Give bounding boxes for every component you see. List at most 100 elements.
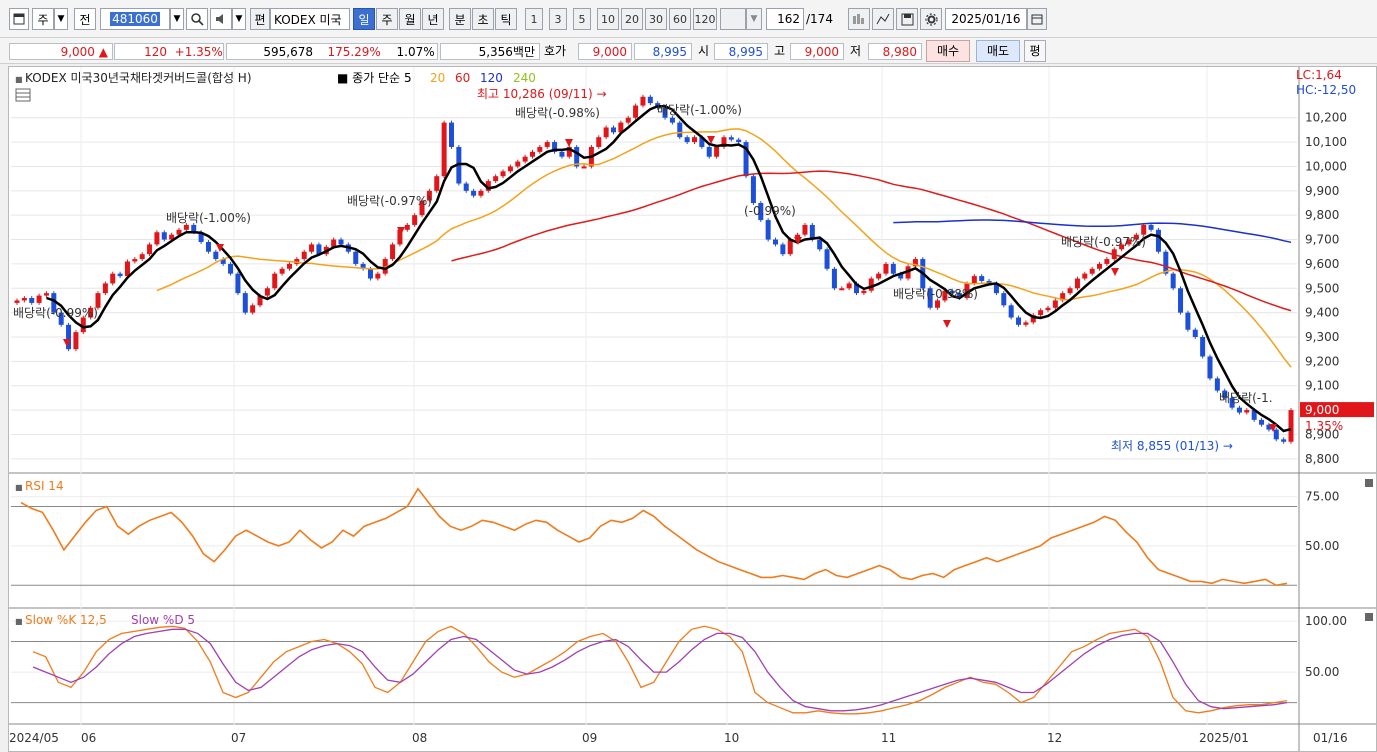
stoch-tick-label: 100.00 — [1305, 614, 1347, 628]
flat-button[interactable]: 평 — [1024, 40, 1046, 62]
period-month[interactable]: 월 — [399, 8, 421, 30]
price-tick-label: 9,700 — [1305, 233, 1339, 247]
candle-body — [610, 127, 616, 133]
interval-custom-input[interactable] — [720, 8, 746, 30]
calendar-icon[interactable] — [1027, 8, 1047, 30]
candle-body — [979, 276, 985, 281]
candle-body — [1222, 390, 1228, 398]
interval-3[interactable]: 3 — [549, 8, 567, 30]
candle-body — [927, 288, 933, 308]
candle-body — [390, 244, 396, 260]
candle-body — [80, 317, 86, 333]
volume-ratio: 175.29% — [327, 45, 381, 59]
window-icon[interactable] — [9, 8, 29, 30]
candle-body — [1052, 300, 1058, 308]
market-dropdown-icon[interactable]: ▼ — [54, 8, 68, 30]
candle-body — [1288, 410, 1294, 442]
buy-button[interactable]: 매수 — [926, 40, 970, 62]
chart-area[interactable]: 8,800 8,900 9,000 9,100 9,200 9,300 9,400 9,500… — [8, 66, 1377, 752]
interval-dropdown-icon[interactable]: ▼ — [746, 8, 762, 30]
code-input[interactable]: 481060 — [100, 8, 170, 30]
candle-body — [669, 117, 675, 123]
open-price: 8,995 — [714, 43, 768, 60]
candle-body — [220, 259, 226, 264]
candle-body — [139, 254, 145, 260]
candle-body — [338, 239, 344, 245]
asset-type-select[interactable]: 전 — [74, 8, 96, 30]
pin-icon[interactable] — [848, 8, 870, 30]
period-week[interactable]: 주 — [376, 8, 398, 30]
ma-period-legend: 240 — [513, 71, 536, 85]
period-minute[interactable]: 분 — [449, 8, 471, 30]
candle-body — [286, 263, 292, 269]
candle-body — [728, 137, 734, 140]
dividend-label: 배당락(-1.00%) — [657, 103, 742, 117]
dividend-arrow-icon — [943, 320, 951, 328]
x-axis-label: 10 — [724, 731, 739, 745]
chart-title: KODEX 미국30년국채타겟커버드콜(합성 H) — [25, 71, 252, 85]
interval-10[interactable]: 10 — [597, 8, 619, 30]
price-tick-label: 9,200 — [1305, 354, 1339, 368]
candle-body — [1207, 356, 1213, 379]
candle-body — [1200, 337, 1206, 357]
candle-body — [1185, 312, 1191, 330]
speaker-icon[interactable] — [210, 8, 232, 30]
candle-body — [1251, 410, 1257, 420]
candle-body — [559, 151, 565, 157]
rsi-label: RSI 14 — [25, 479, 64, 493]
period-tick[interactable]: 틱 — [495, 8, 517, 30]
candle-body — [375, 273, 381, 279]
candle-body — [58, 312, 64, 325]
candle-body — [684, 137, 690, 143]
period-year[interactable]: 년 — [422, 8, 444, 30]
drawing-tool-icon[interactable] — [872, 8, 894, 30]
candle-body — [692, 137, 698, 143]
candle-body — [88, 307, 94, 318]
candle-body — [625, 117, 631, 123]
candle-body — [935, 300, 941, 308]
candle-body — [1170, 273, 1176, 289]
candle-body — [242, 293, 248, 313]
interval-30[interactable]: 30 — [645, 8, 667, 30]
search-icon[interactable] — [186, 8, 208, 30]
sell-button[interactable]: 매도 — [976, 40, 1020, 62]
candle-body — [353, 251, 359, 264]
period-second[interactable]: 초 — [472, 8, 494, 30]
date-input[interactable]: 2025/01/16 — [945, 8, 1027, 30]
candle-body — [677, 122, 683, 138]
save-icon[interactable] — [896, 8, 918, 30]
ma-period-legend: 60 — [455, 71, 470, 85]
candle-body — [633, 105, 639, 118]
high-label: 고 — [774, 44, 786, 58]
gear-icon[interactable] — [920, 8, 942, 30]
candle-body — [942, 290, 948, 301]
speaker-dropdown-icon[interactable]: ▼ — [232, 8, 246, 30]
candle-body — [574, 146, 580, 167]
candle-body — [839, 288, 845, 291]
candle-body — [1281, 439, 1287, 442]
interval-60[interactable]: 60 — [669, 8, 691, 30]
edit-button[interactable]: 편 — [250, 8, 270, 30]
up-arrow-icon: ▲ — [98, 45, 108, 59]
stoch-k-label: Slow %K 12,5 — [25, 613, 107, 627]
market-select[interactable]: 주 — [32, 8, 54, 30]
price-tick-label: 9,500 — [1305, 281, 1339, 295]
candle-body — [1148, 224, 1154, 230]
interval-5[interactable]: 5 — [573, 8, 591, 30]
candle-body — [1038, 310, 1044, 316]
count-input[interactable]: 162 — [766, 8, 804, 30]
interval-1[interactable]: 1 — [525, 8, 543, 30]
price-chart-svg[interactable]: 8,800 8,900 9,000 9,100 9,200 9,300 9,400 9,500… — [9, 67, 1376, 751]
price-tick-label: 9,100 — [1305, 379, 1339, 393]
dividend-arrow-icon — [794, 237, 802, 245]
code-dropdown-icon[interactable]: ▼ — [170, 8, 184, 30]
candle-body — [36, 295, 42, 303]
candle-body — [662, 107, 668, 118]
candle-body — [1082, 273, 1088, 279]
candle-body — [618, 122, 624, 133]
dividend-label: 배당락(-0.98%) — [893, 287, 978, 301]
interval-120[interactable]: 120 — [693, 8, 717, 30]
period-day[interactable]: 일 — [353, 8, 375, 30]
interval-20[interactable]: 20 — [621, 8, 643, 30]
dividend-label: (-0.99%) — [744, 204, 796, 218]
